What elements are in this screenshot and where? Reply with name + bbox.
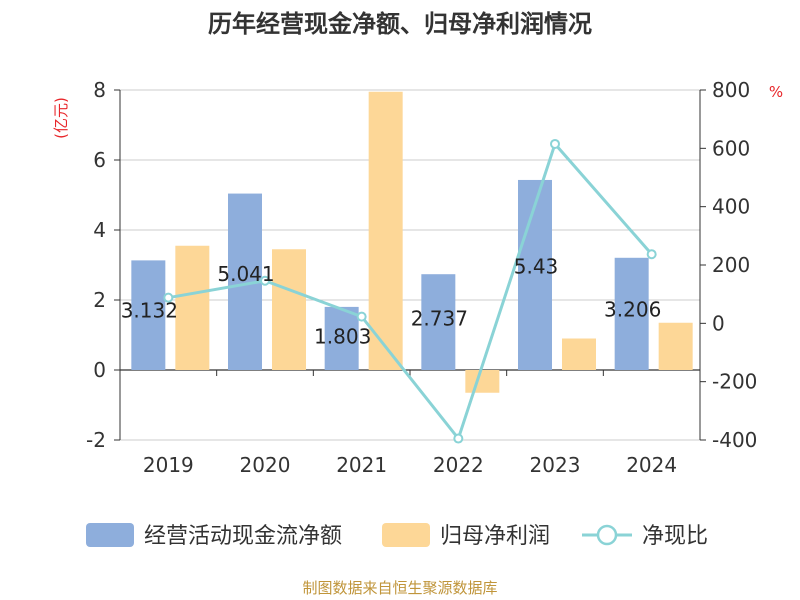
bar-profit: [175, 245, 210, 370]
x-tick-label: 2020: [240, 453, 291, 477]
axes: 8 6 4 2 0 -2 800 600 400 200 0 -200 -400 2019 2020 2021…: [86, 78, 757, 477]
x-tick-label: 2024: [626, 453, 677, 477]
left-tick-label: 4: [93, 218, 106, 242]
right-tick-label: -400: [712, 428, 757, 452]
data-labels: 3.132 5.041 1.803 2.737 5.43 3.206: [121, 254, 662, 348]
bar-data-label: 2.737: [411, 306, 468, 330]
bar-profit: [465, 370, 500, 393]
legend-swatch-ratio-marker: [596, 524, 618, 546]
legend-swatch-profit: [382, 523, 430, 547]
ratio-point: [356, 311, 367, 322]
bar-cashflow: [421, 274, 456, 370]
ratio-point: [550, 138, 560, 149]
x-tick-label: 2019: [143, 453, 194, 477]
ratio-line-path: [168, 140, 653, 442]
bars: [131, 91, 693, 393]
bar-cashflow: [324, 306, 359, 370]
right-tick-label: -200: [712, 370, 757, 394]
x-tick-label: 2021: [336, 453, 387, 477]
bar-data-label: 5.43: [514, 254, 559, 278]
legend: 经营活动现金流净额 归母净利润 净现比: [86, 523, 708, 549]
ratio-point: [163, 292, 174, 303]
legend-label-cashflow: 经营活动现金流净额: [144, 524, 342, 549]
bar-data-label: 3.132: [121, 299, 178, 323]
x-tick-label: 2023: [530, 453, 581, 477]
left-axis-unit: (亿元): [52, 97, 70, 139]
legend-swatch-cashflow: [86, 523, 134, 547]
chart-title: 历年经营现金净额、归母净利润情况: [208, 10, 592, 38]
left-tick-label: 8: [93, 78, 106, 102]
right-axis-unit: %: [769, 83, 783, 101]
bar-profit: [658, 322, 693, 370]
left-tick-label: 2: [93, 288, 106, 312]
left-tick-label: -2: [86, 428, 106, 452]
right-tick-label: 200: [712, 253, 750, 277]
bar-cashflow: [131, 260, 166, 370]
bar-cashflow: [518, 179, 552, 370]
bar-profit: [368, 91, 403, 370]
bar-data-label: 1.803: [314, 324, 371, 348]
ratio-line: [163, 138, 657, 444]
right-tick-label: 0: [712, 311, 725, 335]
source-note: 制图数据来自恒生聚源数据库: [302, 579, 497, 597]
x-tick-label: 2022: [433, 453, 484, 477]
right-tick-label: 600: [712, 136, 750, 160]
bar-profit: [562, 338, 596, 370]
right-tick-label: 800: [712, 78, 750, 102]
ratio-point: [453, 433, 464, 444]
bar-profit: [272, 249, 306, 370]
right-tick-label: 400: [712, 195, 750, 219]
bar-cashflow: [614, 257, 649, 370]
left-tick-label: 0: [93, 358, 106, 382]
ratio-point: [260, 275, 270, 286]
ratio-point: [646, 249, 657, 260]
bar-data-label: 5.041: [217, 262, 274, 286]
left-tick-label: 6: [93, 148, 106, 172]
legend-label-profit: 归母净利润: [440, 524, 550, 549]
legend-label-ratio: 净现比: [642, 524, 708, 549]
bar-data-label: 3.206: [604, 297, 661, 321]
